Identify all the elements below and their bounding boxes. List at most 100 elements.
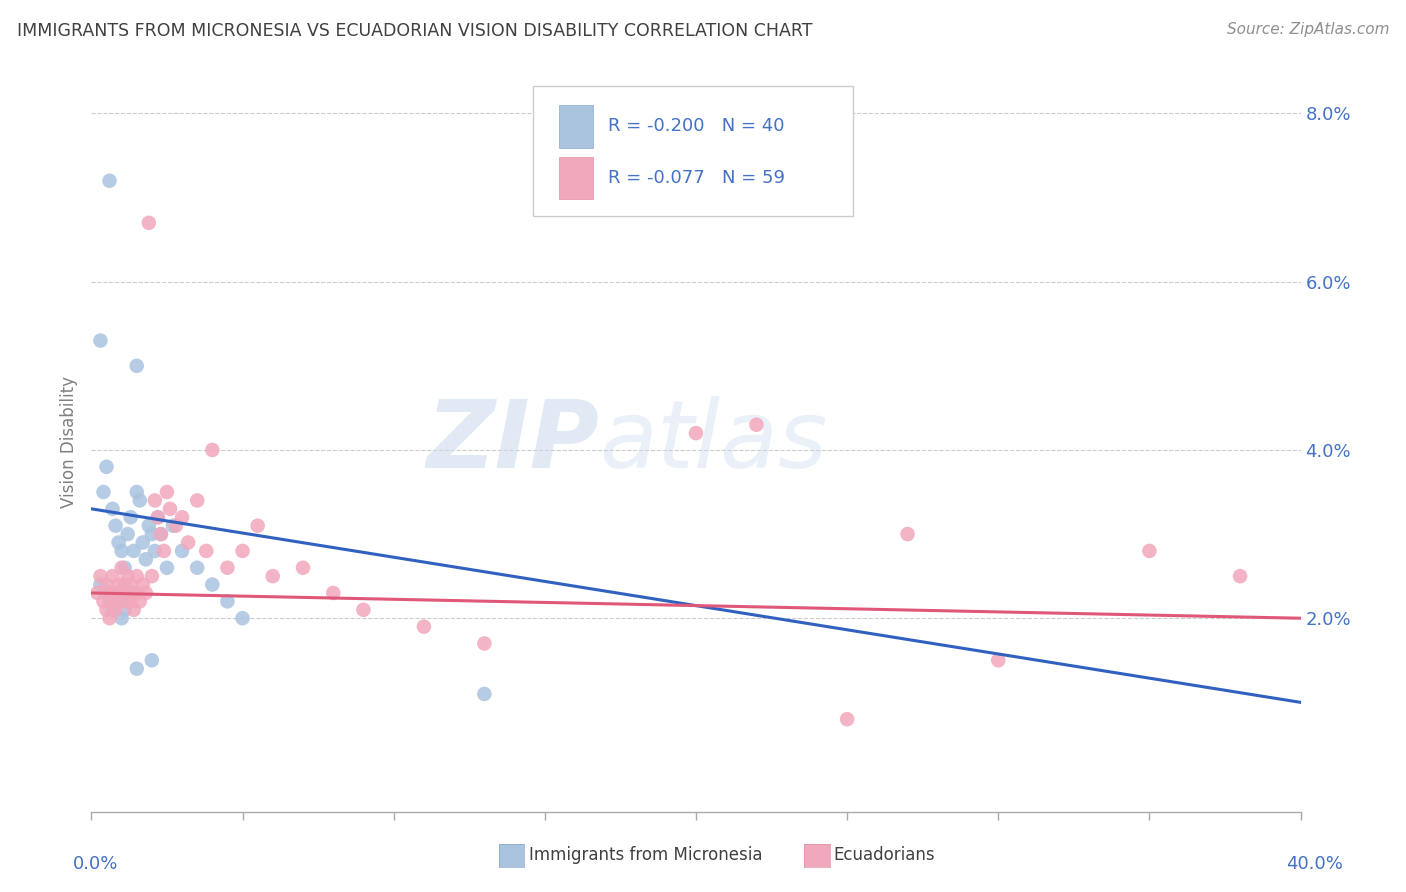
Point [111,611,132,625]
Point [159,501,181,516]
Point [122,603,145,617]
Text: atlas: atlas [599,396,828,487]
Point [104,594,127,608]
Point [104,586,127,600]
Point [231,544,253,558]
Point [149,527,172,541]
Point [117,569,139,583]
Point [96,586,118,600]
Point [93,594,115,608]
Point [143,544,166,558]
Point [101,501,124,516]
Point [125,359,148,373]
Point [96,459,118,474]
Point [987,653,1010,667]
Point [146,510,169,524]
Point [111,586,132,600]
Point [322,586,344,600]
Point [117,586,139,600]
Point [89,577,111,591]
Point [111,544,132,558]
Point [1139,544,1161,558]
Point [292,560,315,574]
Point [138,518,160,533]
Point [201,577,224,591]
Point [177,535,200,549]
Text: IMMIGRANTS FROM MICRONESIA VS ECUADORIAN VISION DISABILITY CORRELATION CHART: IMMIGRANTS FROM MICRONESIA VS ECUADORIAN… [17,22,813,40]
Point [153,544,176,558]
Point [186,493,208,508]
Text: Ecuadorians: Ecuadorians [834,847,935,864]
Point [125,586,148,600]
Point [107,577,129,591]
Point [114,560,136,574]
Text: R = -0.077   N = 59: R = -0.077 N = 59 [607,169,785,187]
Point [135,586,157,600]
Point [98,586,121,600]
Point [104,518,127,533]
Point [125,485,148,500]
Point [107,535,129,549]
Point [120,577,142,591]
Point [1229,569,1251,583]
Point [114,577,136,591]
Point [96,577,118,591]
Point [262,569,284,583]
Point [132,577,155,591]
Point [128,594,150,608]
Point [138,216,160,230]
Point [89,334,111,348]
Point [172,510,194,524]
Text: Source: ZipAtlas.com: Source: ZipAtlas.com [1226,22,1389,37]
Point [128,493,150,508]
Point [156,485,179,500]
Text: R = -0.200   N = 40: R = -0.200 N = 40 [607,117,785,136]
Text: 40.0%: 40.0% [1286,855,1343,872]
Point [114,594,136,608]
Point [135,552,157,566]
Point [534,174,557,188]
Point [141,569,163,583]
Point [141,653,163,667]
Point [111,560,132,574]
Bar [560,156,593,200]
Point [231,611,253,625]
Point [141,527,163,541]
Point [745,417,768,432]
Point [98,174,121,188]
Point [352,603,374,617]
Point [120,510,142,524]
Point [122,544,145,558]
Point [89,569,111,583]
Point [86,586,108,600]
Point [472,687,495,701]
Point [835,712,858,726]
Point [114,603,136,617]
Point [104,603,127,617]
Point [897,527,920,541]
Point [472,636,495,650]
Text: ZIP: ZIP [426,395,599,488]
Point [217,560,239,574]
Point [201,442,224,457]
Text: 0.0%: 0.0% [73,855,118,872]
Point [156,560,179,574]
Point [413,620,436,634]
Point [107,594,129,608]
Y-axis label: Vision Disability: Vision Disability [59,376,77,508]
Point [195,544,218,558]
Point [107,586,129,600]
Point [165,518,187,533]
Point [149,527,172,541]
Point [143,493,166,508]
Point [685,426,707,441]
Point [120,594,142,608]
Point [96,603,118,617]
Point [246,518,269,533]
Point [125,662,148,676]
Point [217,594,239,608]
Point [101,603,124,617]
Point [122,586,145,600]
Point [98,594,121,608]
Point [125,569,148,583]
